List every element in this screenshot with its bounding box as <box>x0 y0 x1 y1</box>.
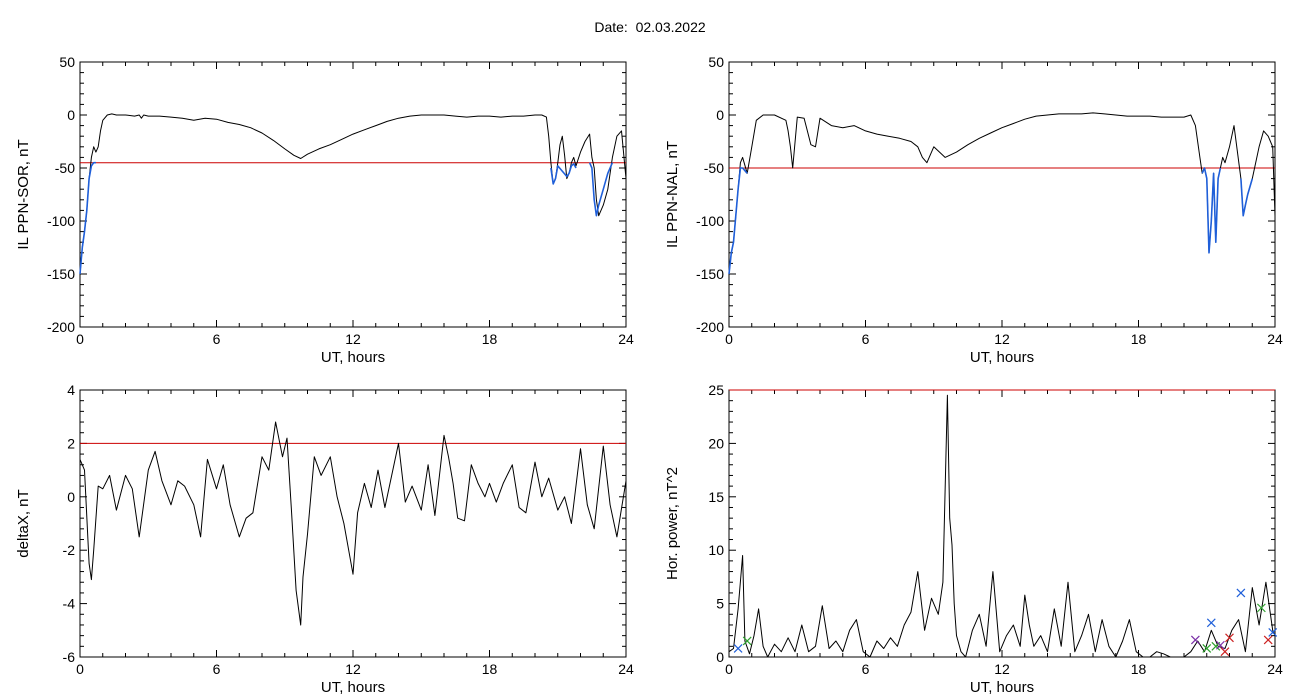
x-tick-label: 0 <box>725 331 733 347</box>
y-axis-label: deltaX, nT <box>15 489 32 557</box>
marker-stroke <box>742 636 752 646</box>
y-tick-label: -4 <box>63 596 76 612</box>
marker-x <box>1256 603 1266 613</box>
series-line <box>728 167 748 275</box>
marker-x <box>1225 633 1234 643</box>
x-tick-label: 24 <box>1267 331 1283 347</box>
y-tick-label: -2 <box>63 542 76 558</box>
y-axis-label: IL PPN-SOR, nT <box>15 139 32 249</box>
y-tick-label: -200 <box>696 319 724 335</box>
x-axis-label: UT, hours <box>321 349 385 366</box>
marker-x <box>1268 628 1278 637</box>
y-axis-label: IL PPN-NAL, nT <box>664 141 681 248</box>
y-tick-label: 5 <box>716 596 724 612</box>
series-line <box>1201 167 1222 254</box>
y-tick-label: 20 <box>708 435 724 451</box>
x-tick-label: 12 <box>345 661 361 677</box>
series-line <box>728 112 1276 275</box>
chart-il-ppn-sor: 0 6 12 18 24 50 0 -50 -100 -150 -200 UT, hours IL PP… <box>15 54 634 366</box>
y-tick-label: -200 <box>47 319 75 335</box>
x-tick-label: 12 <box>994 661 1010 677</box>
x-axis-label: UT, hours <box>321 679 385 696</box>
x-tick-label: 18 <box>482 661 498 677</box>
marker-stroke <box>1225 633 1234 643</box>
y-tick-label: 0 <box>716 107 724 123</box>
series-line <box>79 161 96 275</box>
marker-stroke <box>1215 640 1225 650</box>
marker-stroke <box>1256 603 1266 613</box>
y-tick-label: 0 <box>67 107 75 123</box>
marker-x <box>1236 588 1246 598</box>
y-tick-label: -100 <box>47 213 75 229</box>
marker-x <box>1206 618 1216 628</box>
marker-stroke <box>1206 618 1216 628</box>
plot-frame <box>79 389 627 658</box>
marker-x <box>1190 635 1200 645</box>
x-tick-label: 24 <box>618 331 634 347</box>
x-tick-label: 18 <box>1131 331 1147 347</box>
x-tick-label: 6 <box>862 661 870 677</box>
x-tick-label: 18 <box>482 331 498 347</box>
y-tick-label: -150 <box>47 266 75 282</box>
y-tick-label: 50 <box>59 54 75 70</box>
x-tick-label: 24 <box>618 661 634 677</box>
chart-deltax: 0 6 12 18 24 4 2 0 -2 -4 -6 UT, hours deltaX, nT <box>15 382 634 696</box>
x-tick-label: 0 <box>725 661 733 677</box>
y-tick-label: -100 <box>696 213 724 229</box>
page-title: Date: 02.03.2022 <box>594 19 706 35</box>
y-tick-label: -150 <box>696 266 724 282</box>
marker-x <box>1215 640 1225 650</box>
chart-il-ppn-nal: 0 6 12 18 24 50 0 -50 -100 -150 -200 UT, hours IL PP… <box>664 54 1283 366</box>
marker-stroke <box>733 644 743 653</box>
x-tick-label: 12 <box>994 331 1010 347</box>
y-tick-label: 50 <box>708 54 724 70</box>
x-axis-label: UT, hours <box>970 349 1034 366</box>
marker-stroke <box>1190 635 1200 645</box>
marker-stroke <box>1268 628 1278 637</box>
plot-frame <box>728 389 1276 658</box>
x-tick-label: 0 <box>76 661 84 677</box>
x-tick-label: 12 <box>345 331 361 347</box>
marker-stroke <box>1202 644 1212 653</box>
x-tick-label: 6 <box>862 331 870 347</box>
marker-stroke <box>1236 588 1246 598</box>
marker-stroke <box>1220 647 1230 657</box>
plot-frame <box>728 61 1276 328</box>
series-line <box>550 163 577 185</box>
plot-frame <box>79 61 627 328</box>
x-tick-label: 6 <box>213 661 221 677</box>
marker-x <box>733 644 743 653</box>
y-tick-label: 15 <box>708 489 724 505</box>
marker-x <box>1263 635 1273 645</box>
marker-x <box>742 636 752 646</box>
y-tick-label: -50 <box>704 160 724 176</box>
x-axis-label: UT, hours <box>970 679 1034 696</box>
series-line <box>1240 178 1254 217</box>
y-tick-label: 0 <box>67 489 75 505</box>
y-tick-label: 2 <box>67 435 75 451</box>
series-line <box>728 394 1276 658</box>
x-tick-label: 24 <box>1267 661 1283 677</box>
y-axis-label: Hor. power, nT^2 <box>664 467 681 580</box>
y-tick-label: 4 <box>67 382 75 398</box>
series-line <box>79 421 627 626</box>
marker-stroke <box>1263 635 1273 645</box>
marker-x <box>1202 644 1212 653</box>
chart-hor-power: 0 6 12 18 24 25 20 15 10 5 0 UT, hours Hor. power, n… <box>664 382 1283 696</box>
y-tick-label: 25 <box>708 382 724 398</box>
series-line <box>588 162 614 217</box>
x-tick-label: 18 <box>1131 661 1147 677</box>
marker-x <box>1220 647 1230 657</box>
x-tick-label: 6 <box>213 331 221 347</box>
x-tick-label: 0 <box>76 331 84 347</box>
y-tick-label: -6 <box>63 649 76 665</box>
series-line <box>79 113 627 275</box>
y-tick-label: 0 <box>716 649 724 665</box>
y-tick-label: 10 <box>708 542 724 558</box>
y-tick-label: -50 <box>55 160 75 176</box>
